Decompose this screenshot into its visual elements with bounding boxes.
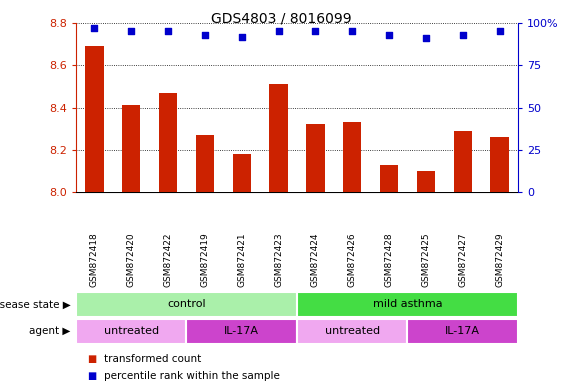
Text: ■: ■: [87, 371, 96, 381]
Text: GSM872419: GSM872419: [200, 232, 209, 287]
Bar: [417, 171, 435, 192]
Bar: [196, 135, 214, 192]
Bar: [490, 137, 509, 192]
Text: GSM872421: GSM872421: [237, 232, 246, 287]
Point: [90, 25, 99, 31]
Bar: [408, 319, 518, 344]
Point: [164, 28, 173, 35]
Point: [311, 28, 320, 35]
Text: GSM872425: GSM872425: [421, 232, 430, 287]
Bar: [269, 84, 288, 192]
Bar: [186, 319, 297, 344]
Bar: [76, 292, 297, 317]
Text: IL-17A: IL-17A: [224, 326, 259, 336]
Bar: [454, 131, 472, 192]
Text: untreated: untreated: [325, 326, 380, 336]
Point: [385, 32, 394, 38]
Text: disease state ▶: disease state ▶: [0, 299, 70, 310]
Bar: [380, 164, 398, 192]
Point: [274, 28, 283, 35]
Bar: [297, 292, 518, 317]
Point: [200, 32, 209, 38]
Text: control: control: [167, 299, 206, 310]
Text: GDS4803 / 8016099: GDS4803 / 8016099: [211, 12, 352, 25]
Text: mild asthma: mild asthma: [373, 299, 443, 310]
Text: GSM872422: GSM872422: [164, 232, 173, 287]
Bar: [76, 319, 186, 344]
Bar: [122, 106, 140, 192]
Text: untreated: untreated: [104, 326, 159, 336]
Point: [348, 28, 357, 35]
Point: [421, 35, 430, 41]
Bar: [233, 154, 251, 192]
Text: ■: ■: [87, 354, 96, 364]
Bar: [343, 122, 361, 192]
Text: GSM872429: GSM872429: [495, 232, 504, 287]
Text: GSM872423: GSM872423: [274, 232, 283, 287]
Bar: [159, 93, 177, 192]
Point: [495, 28, 504, 35]
Text: agent ▶: agent ▶: [29, 326, 70, 336]
Point: [458, 32, 467, 38]
Text: GSM872420: GSM872420: [127, 232, 136, 287]
Text: GSM872428: GSM872428: [385, 232, 394, 287]
Point: [237, 33, 246, 40]
Bar: [306, 124, 325, 192]
Bar: [85, 46, 104, 192]
Bar: [297, 319, 408, 344]
Text: transformed count: transformed count: [104, 354, 202, 364]
Point: [127, 28, 136, 35]
Text: GSM872427: GSM872427: [458, 232, 467, 287]
Text: GSM872424: GSM872424: [311, 232, 320, 287]
Text: GSM872426: GSM872426: [348, 232, 357, 287]
Text: GSM872418: GSM872418: [90, 232, 99, 287]
Text: IL-17A: IL-17A: [445, 326, 480, 336]
Text: percentile rank within the sample: percentile rank within the sample: [104, 371, 280, 381]
